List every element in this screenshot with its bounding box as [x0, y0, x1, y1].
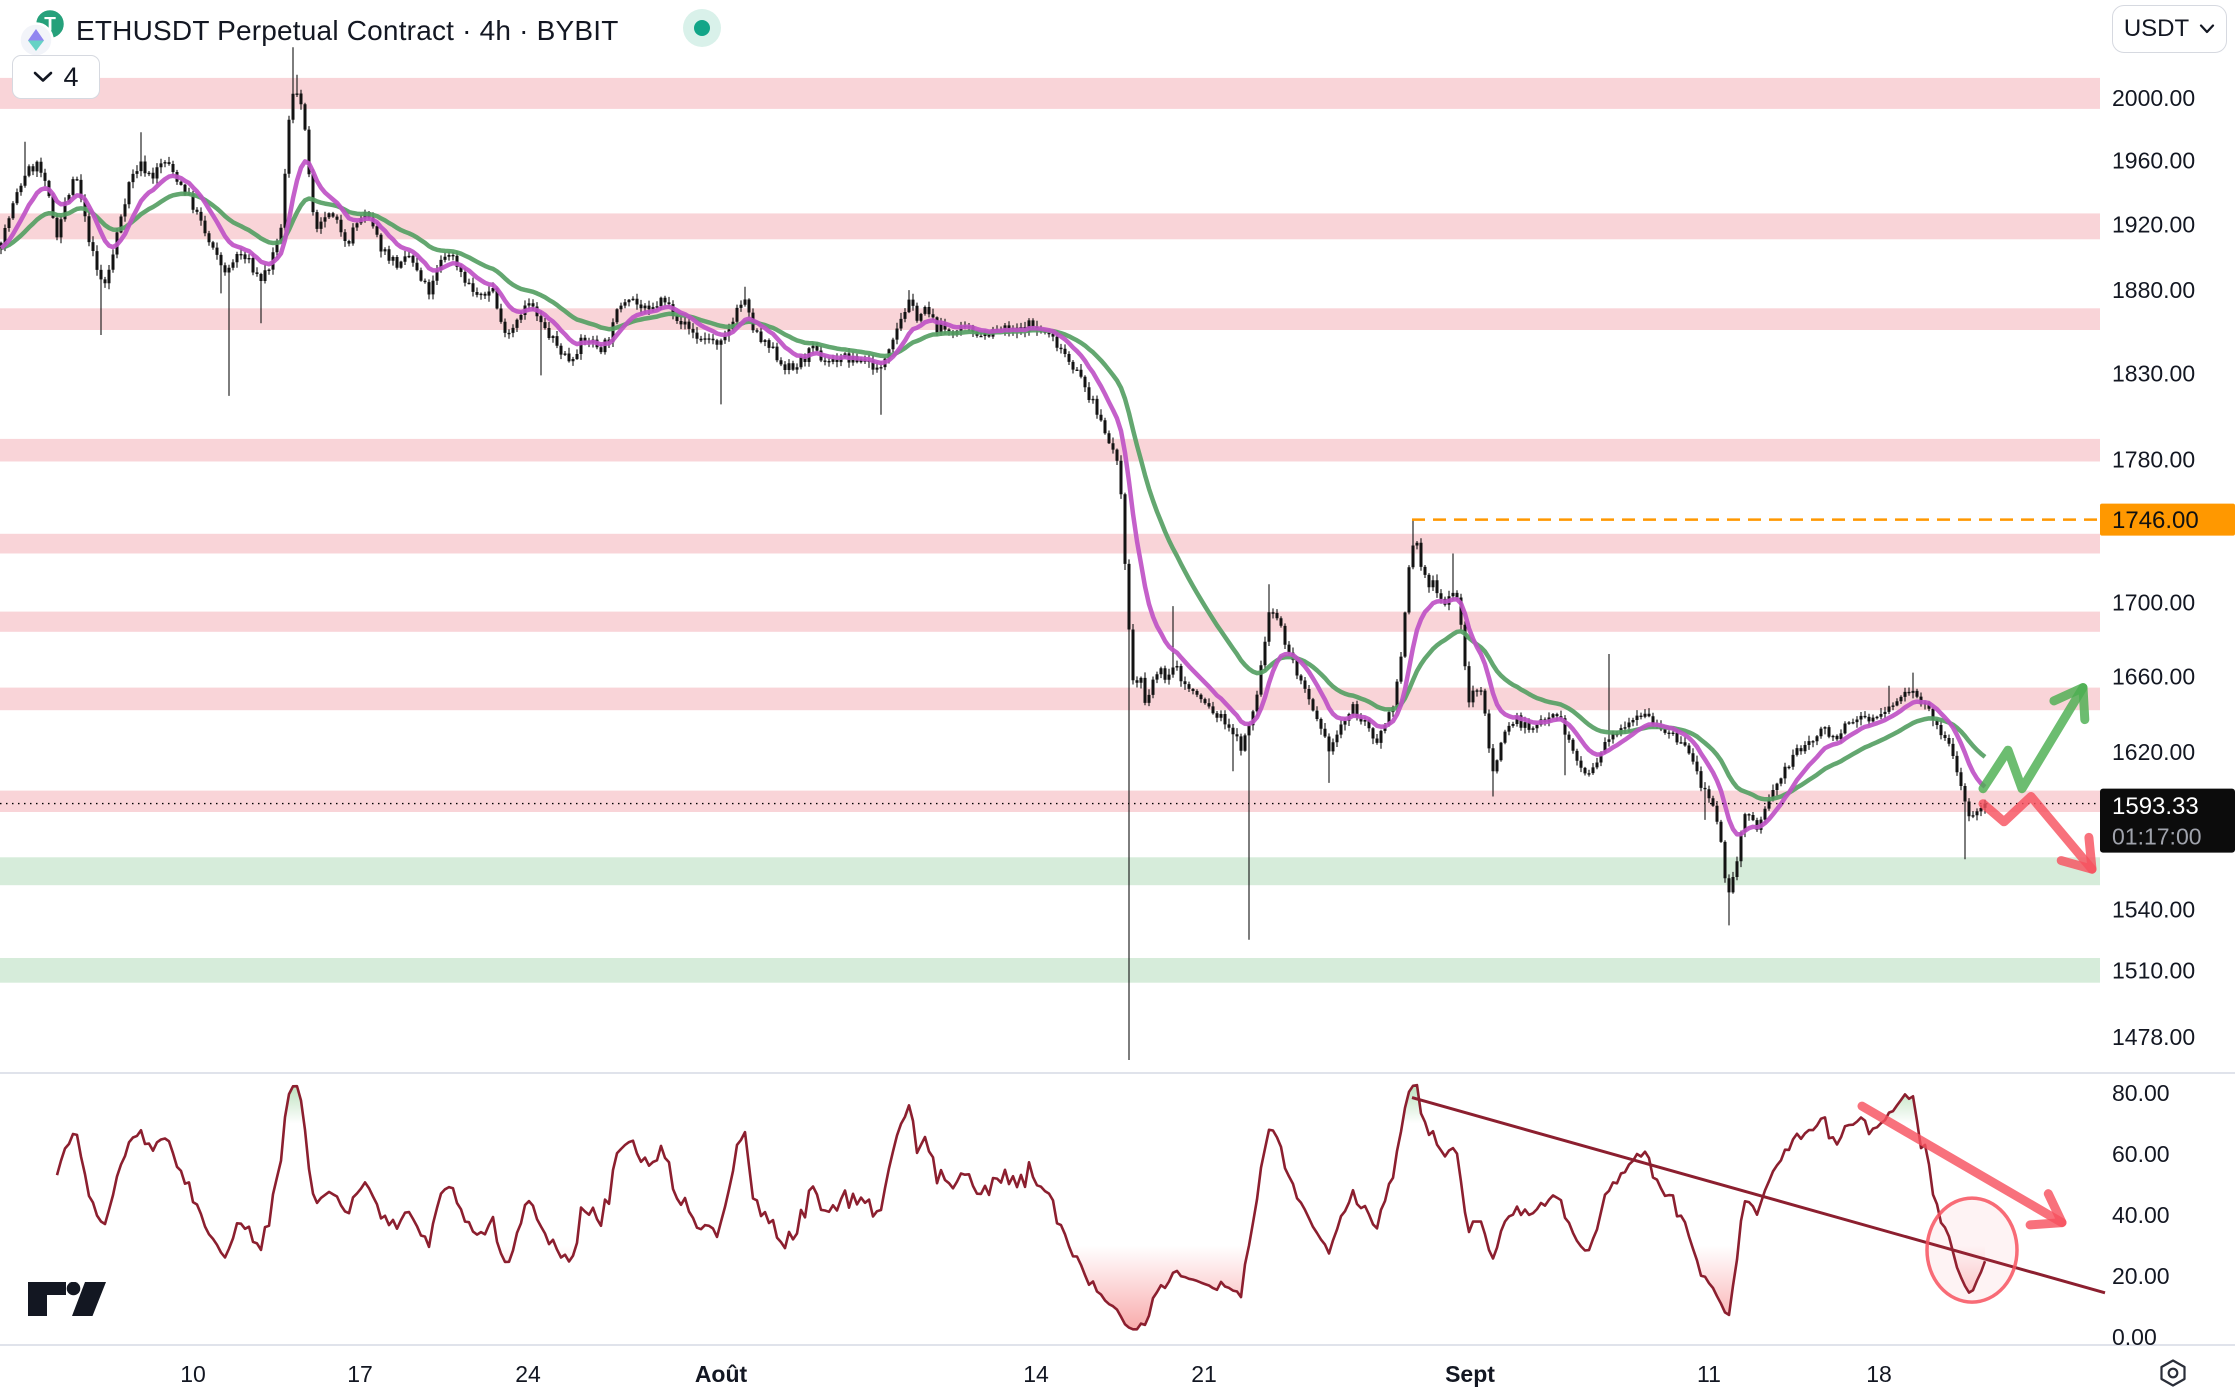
svg-text:1620.00: 1620.00	[2112, 739, 2195, 765]
svg-text:18: 18	[1866, 1361, 1892, 1387]
chevron-down-icon	[34, 71, 53, 82]
svg-text:01:17:00: 01:17:00	[2112, 824, 2202, 850]
svg-text:1830.00: 1830.00	[2112, 361, 2195, 387]
svg-text:1920.00: 1920.00	[2112, 212, 2195, 238]
time-scale[interactable]	[0, 1345, 2235, 1395]
indicators-collapse-button[interactable]: 4	[12, 55, 100, 99]
svg-text:1746.00: 1746.00	[2112, 507, 2199, 534]
market-status-dot[interactable]	[683, 9, 721, 47]
svg-text:0.00: 0.00	[2112, 1324, 2157, 1350]
svg-text:11: 11	[1697, 1361, 1721, 1387]
svg-text:1700.00: 1700.00	[2112, 589, 2195, 615]
svg-text:1478.00: 1478.00	[2112, 1024, 2195, 1050]
indicator-count: 4	[63, 61, 79, 92]
svg-text:2000.00: 2000.00	[2112, 85, 2195, 111]
svg-text:20.00: 20.00	[2112, 1263, 2170, 1289]
tradingview-logo[interactable]	[28, 1282, 106, 1316]
svg-text:1960.00: 1960.00	[2112, 148, 2195, 174]
svg-text:21: 21	[1191, 1361, 1217, 1387]
price-scale[interactable]	[2100, 0, 2235, 1345]
svg-text:14: 14	[1023, 1361, 1049, 1387]
chevron-down-icon	[2200, 24, 2215, 34]
svg-text:24: 24	[515, 1361, 541, 1387]
svg-text:Sept: Sept	[1445, 1361, 1495, 1387]
svg-text:10: 10	[180, 1361, 206, 1387]
svg-text:1540.00: 1540.00	[2112, 896, 2195, 922]
svg-text:1510.00: 1510.00	[2112, 957, 2195, 983]
svg-text:60.00: 60.00	[2112, 1141, 2170, 1167]
svg-text:17: 17	[347, 1361, 373, 1387]
svg-text:1593.33: 1593.33	[2112, 793, 2199, 820]
svg-text:1660.00: 1660.00	[2112, 663, 2195, 689]
currency-selector[interactable]: USDT	[2112, 5, 2227, 53]
symbol-title[interactable]: ETHUSDT Perpetual Contract · 4h · BYBIT	[76, 15, 619, 46]
svg-text:40.00: 40.00	[2112, 1202, 2170, 1228]
svg-text:80.00: 80.00	[2112, 1080, 2170, 1106]
axis-settings-icon[interactable]	[2158, 1358, 2188, 1388]
ethusdt-pair-icon: T	[18, 7, 64, 58]
svg-text:1880.00: 1880.00	[2112, 277, 2195, 303]
chart-legend: T ETHUSDT Perpetual Contract · 4h · BYBI…	[10, 4, 619, 58]
svg-text:1780.00: 1780.00	[2112, 447, 2195, 473]
currency-label: USDT	[2123, 15, 2190, 42]
svg-text:Août: Août	[695, 1361, 748, 1387]
